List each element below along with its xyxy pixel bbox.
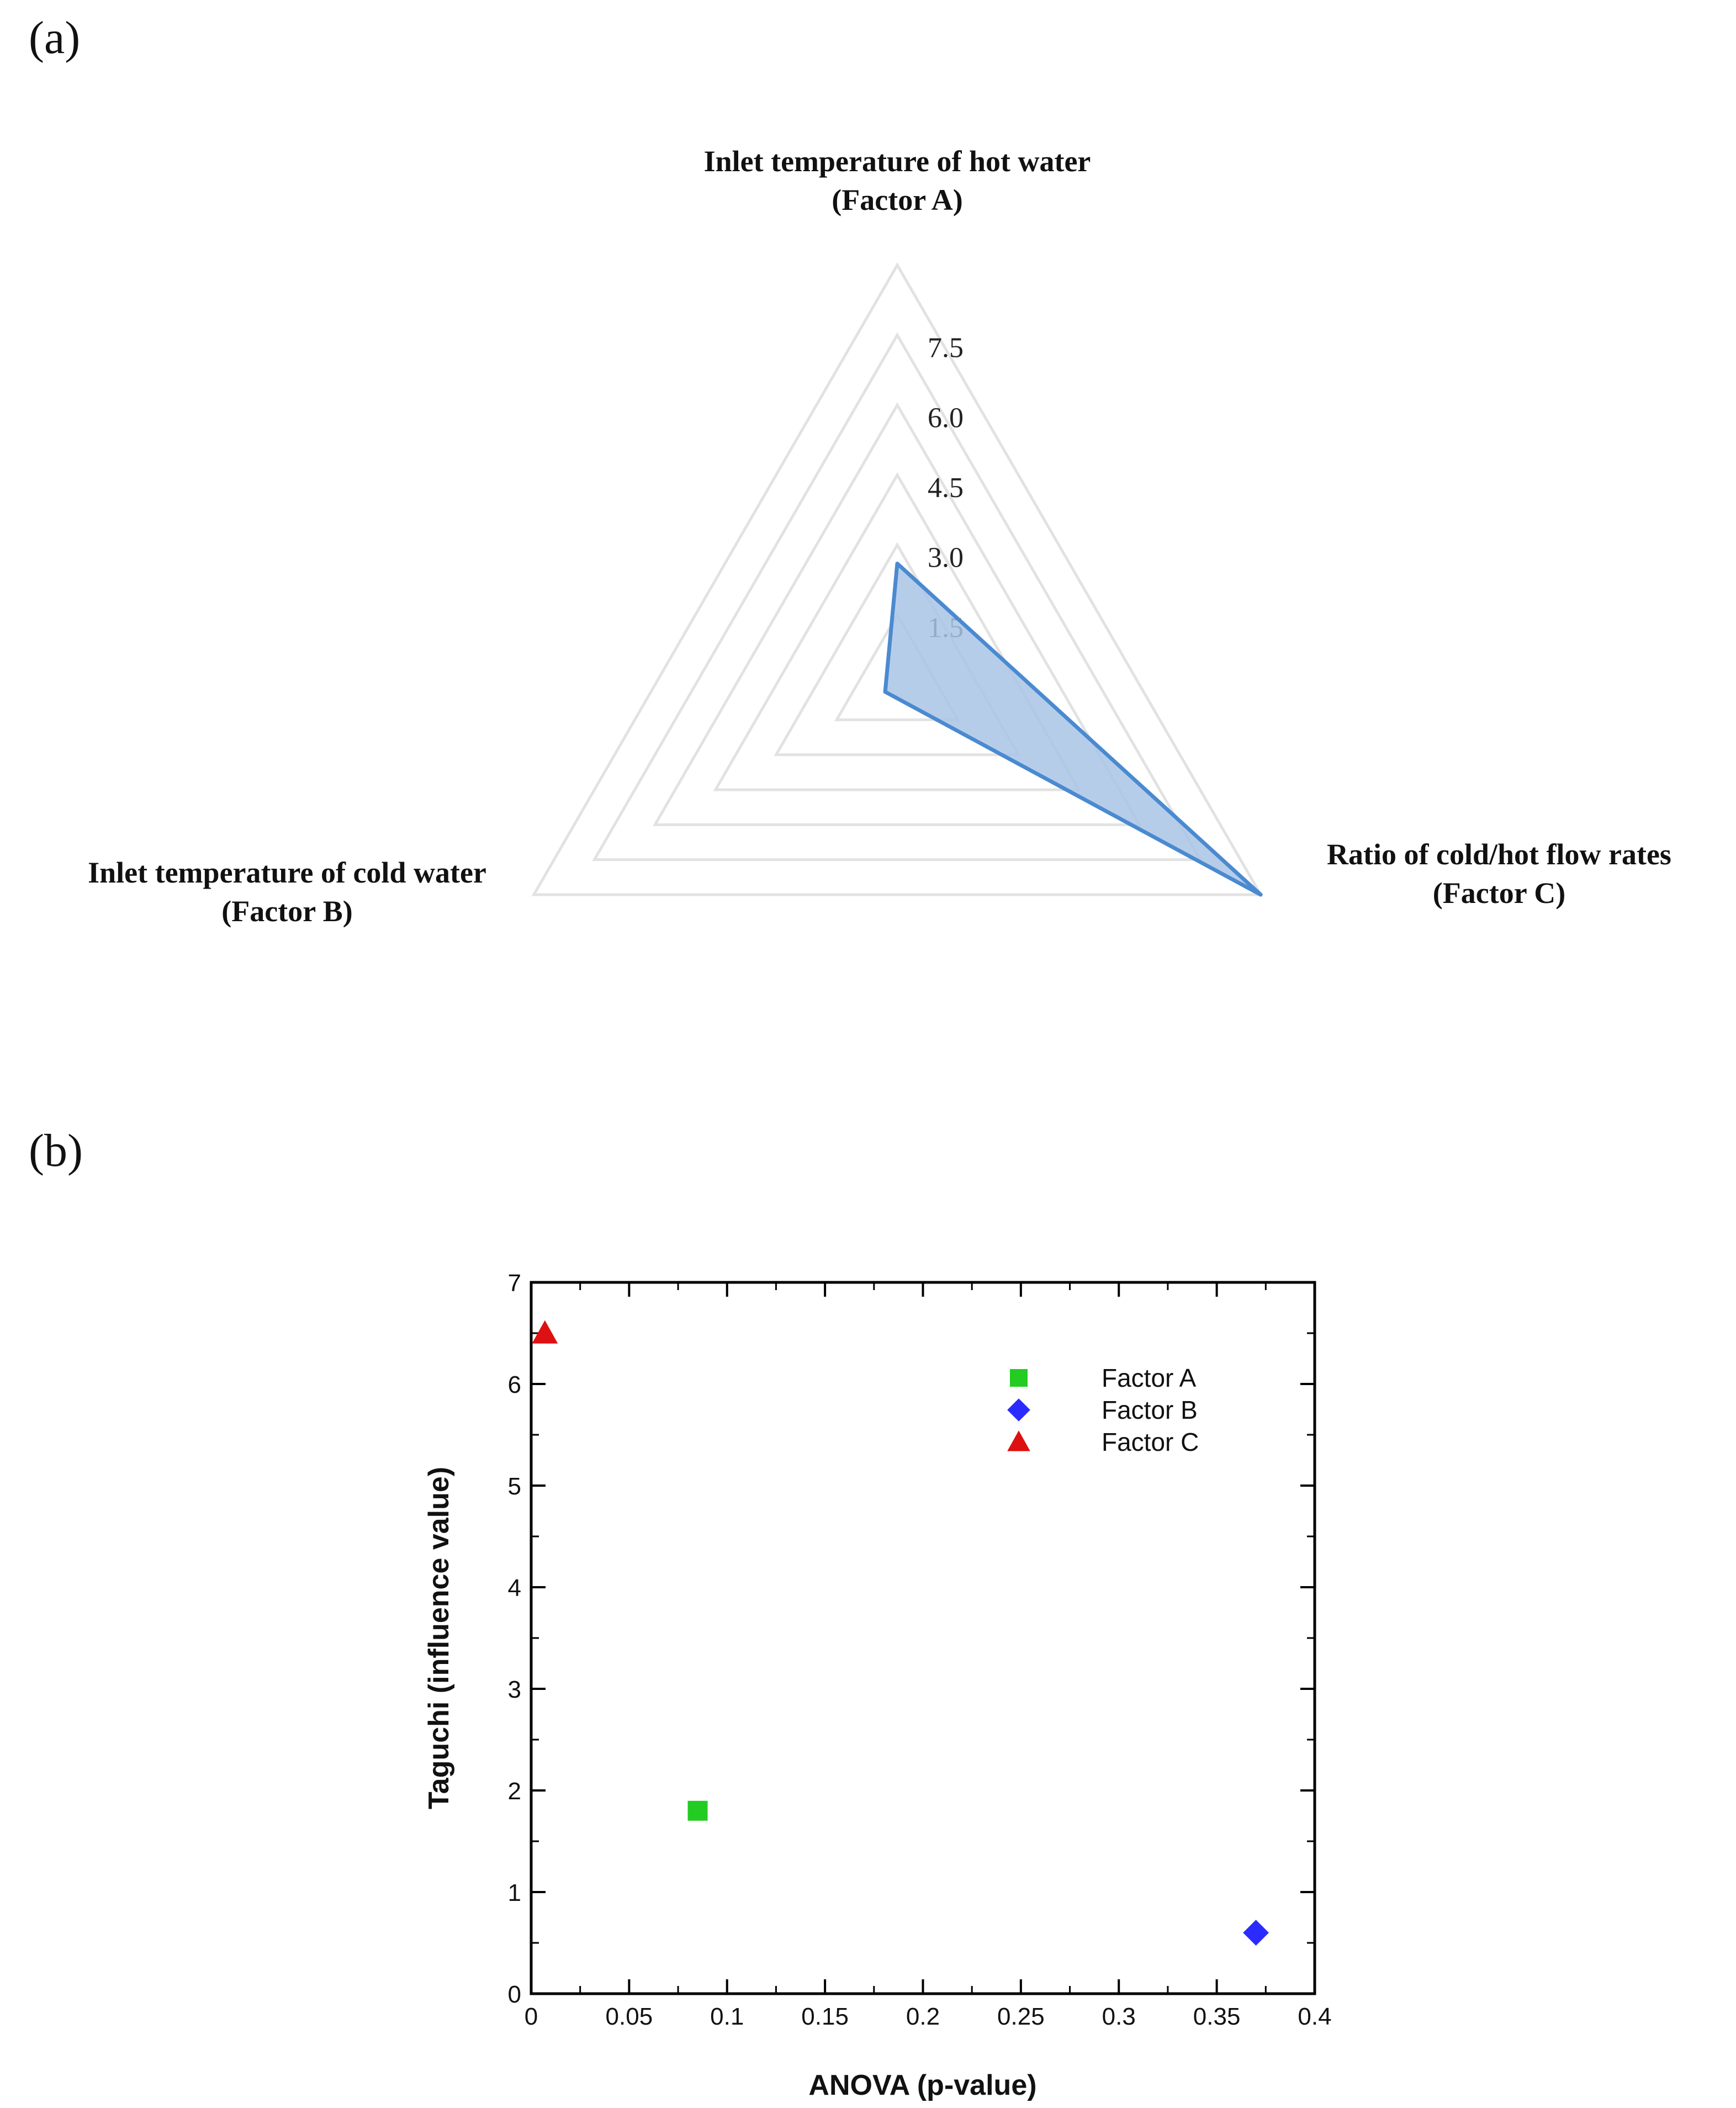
radar-ring-3 (713, 472, 1082, 791)
y-tick-label: 3 (508, 1676, 521, 1703)
x-tick-label: 0.05 (606, 2003, 653, 2030)
x-axis-ticks: 0 0.05 0.1 0.15 0.2 0.25 0.3 0.35 0.4 (525, 1282, 1332, 2030)
axis-label-factor-a-line2: (Factor A) (832, 183, 962, 216)
legend-label: Factor A (1102, 1364, 1197, 1392)
legend-marker (1007, 1398, 1030, 1422)
x-tick-label: 0.4 (1298, 2003, 1331, 2030)
legend-label: Factor C (1102, 1428, 1199, 1456)
y-tick-label: 4 (508, 1575, 521, 1602)
axis-label-factor-a-line1: Inlet temperature of hot water (704, 145, 1091, 178)
radar-ring-4 (652, 402, 1142, 826)
data-points (532, 1320, 1269, 1946)
plot-frame (530, 1281, 1316, 1995)
radar-ring-6 (531, 262, 1263, 896)
y-axis-label: Taguchi (influence value) (423, 1467, 455, 1809)
legend-marker (1010, 1369, 1028, 1387)
x-tick-label: 0.2 (906, 2003, 940, 2030)
axis-label-factor-c-line1: Ratio of cold/hot flow rates (1327, 838, 1671, 871)
radar-tick-label: 3.0 (928, 542, 964, 574)
panel-b-label: (b) (29, 1125, 83, 1176)
legend-label: Factor B (1102, 1396, 1198, 1424)
y-tick-label: 0 (508, 1981, 521, 2008)
legend-marker (1007, 1430, 1030, 1451)
x-tick-label: 0.15 (801, 2003, 849, 2030)
x-tick-label: 0.25 (997, 2003, 1045, 2030)
data-point-factor-a (687, 1800, 708, 1821)
y-tick-label: 6 (508, 1371, 521, 1398)
data-point-factor-c (532, 1320, 558, 1344)
y-axis-ticks: 0 1 2 3 4 5 6 7 (508, 1270, 1315, 2008)
axis-label-factor-b-line2: (Factor B) (221, 895, 352, 928)
radar-chart: 1.53.04.56.07.5 Inlet temperature of hot… (88, 145, 1671, 928)
x-tick-label: 0.1 (710, 2003, 744, 2030)
y-tick-label: 7 (508, 1270, 521, 1297)
radar-tick-label: 4.5 (928, 472, 964, 504)
data-point-factor-b (1243, 1920, 1269, 1946)
legend: Factor A Factor B Factor C (1007, 1364, 1199, 1456)
axis-label-factor-c-line2: (Factor C) (1433, 876, 1565, 910)
radar-data-polygon (883, 561, 1263, 897)
axis-label-factor-b-line1: Inlet temperature of cold water (88, 856, 486, 889)
y-tick-label: 1 (508, 1879, 521, 1906)
radar-tick-label: 6.0 (928, 402, 964, 434)
x-tick-label: 0 (525, 2003, 538, 2030)
radar-grid (531, 262, 1263, 896)
x-axis-label: ANOVA (p-value) (808, 2069, 1036, 2101)
y-tick-label: 5 (508, 1473, 521, 1500)
x-tick-label: 0.3 (1102, 2003, 1136, 2030)
y-tick-label: 2 (508, 1778, 521, 1805)
panel-a-label: (a) (29, 12, 81, 64)
radar-ring-5 (592, 332, 1203, 862)
radar-tick-label: 7.5 (928, 332, 964, 364)
x-tick-label: 0.35 (1193, 2003, 1241, 2030)
